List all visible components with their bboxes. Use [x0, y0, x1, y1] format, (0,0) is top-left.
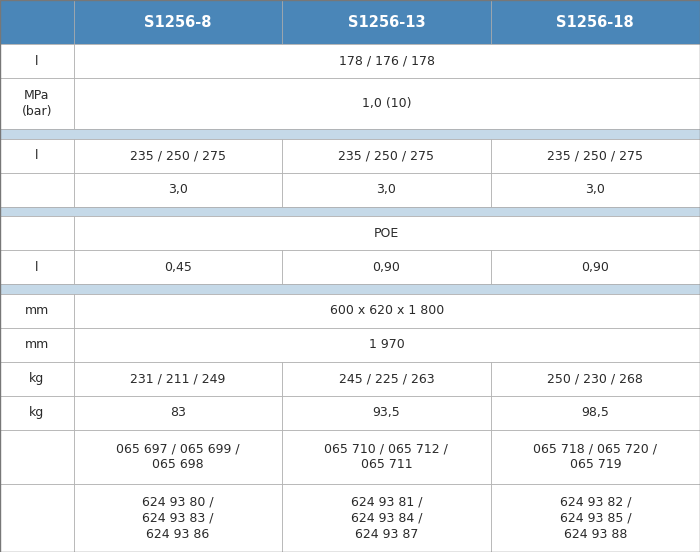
Text: POE: POE — [374, 227, 400, 240]
Text: 624 93 80 /
624 93 83 /
624 93 86: 624 93 80 / 624 93 83 / 624 93 86 — [142, 496, 214, 540]
Bar — [491, 484, 700, 552]
Bar — [0, 250, 74, 284]
Bar — [74, 362, 282, 396]
Bar — [0, 362, 74, 396]
Bar — [0, 328, 74, 362]
Bar — [74, 139, 282, 173]
Text: 1,0 (10): 1,0 (10) — [362, 97, 412, 110]
Text: S1256-8: S1256-8 — [144, 14, 211, 30]
Bar — [0, 396, 74, 429]
Text: kg: kg — [29, 406, 44, 419]
Bar — [0, 78, 74, 129]
Bar — [282, 396, 491, 429]
Bar — [491, 396, 700, 429]
Text: 0,45: 0,45 — [164, 261, 192, 274]
Bar — [74, 429, 282, 484]
Text: 98,5: 98,5 — [582, 406, 609, 419]
Text: MPa
(bar): MPa (bar) — [22, 89, 52, 118]
Bar — [74, 328, 700, 362]
Bar — [74, 78, 700, 129]
Text: 3,0: 3,0 — [377, 183, 396, 196]
Text: kg: kg — [29, 372, 44, 385]
Text: l: l — [35, 149, 38, 162]
Bar — [74, 216, 700, 250]
Bar — [0, 284, 700, 294]
Text: 83: 83 — [170, 406, 186, 419]
Bar — [282, 173, 491, 206]
Text: 624 93 82 /
624 93 85 /
624 93 88: 624 93 82 / 624 93 85 / 624 93 88 — [559, 496, 631, 540]
Bar — [0, 44, 74, 78]
Text: 0,90: 0,90 — [582, 261, 609, 274]
Text: 235 / 250 / 275: 235 / 250 / 275 — [338, 149, 435, 162]
Text: 3,0: 3,0 — [585, 183, 606, 196]
Bar — [0, 216, 74, 250]
Bar — [0, 139, 74, 173]
Bar — [0, 484, 74, 552]
Bar — [491, 362, 700, 396]
Bar — [282, 484, 491, 552]
Text: mm: mm — [25, 338, 49, 351]
Bar — [0, 173, 74, 206]
Text: l: l — [35, 261, 38, 274]
Bar — [491, 139, 700, 173]
Text: 245 / 225 / 263: 245 / 225 / 263 — [339, 372, 434, 385]
Text: 1 970: 1 970 — [369, 338, 405, 351]
Bar — [74, 0, 282, 44]
Bar — [0, 129, 700, 139]
Bar — [0, 0, 74, 44]
Bar — [491, 429, 700, 484]
Bar — [74, 44, 700, 78]
Text: 250 / 230 / 268: 250 / 230 / 268 — [547, 372, 643, 385]
Text: 235 / 250 / 275: 235 / 250 / 275 — [130, 149, 226, 162]
Text: 235 / 250 / 275: 235 / 250 / 275 — [547, 149, 643, 162]
Text: 178 / 176 / 178: 178 / 176 / 178 — [339, 55, 435, 68]
Text: l: l — [35, 55, 38, 68]
Bar — [74, 396, 282, 429]
Bar — [0, 294, 74, 328]
Text: 065 718 / 065 720 /
065 719: 065 718 / 065 720 / 065 719 — [533, 442, 657, 471]
Text: 065 697 / 065 699 /
065 698: 065 697 / 065 699 / 065 698 — [116, 442, 239, 471]
Text: mm: mm — [25, 304, 49, 317]
Text: 93,5: 93,5 — [372, 406, 400, 419]
Text: S1256-13: S1256-13 — [348, 14, 425, 30]
Bar — [74, 173, 282, 206]
Bar — [491, 250, 700, 284]
Text: 600 x 620 x 1 800: 600 x 620 x 1 800 — [330, 304, 444, 317]
Bar — [491, 173, 700, 206]
Text: 3,0: 3,0 — [168, 183, 188, 196]
Text: 624 93 81 /
624 93 84 /
624 93 87: 624 93 81 / 624 93 84 / 624 93 87 — [351, 496, 422, 540]
Bar — [74, 484, 282, 552]
Bar — [282, 0, 491, 44]
Bar — [0, 206, 700, 216]
Text: S1256-18: S1256-18 — [556, 14, 634, 30]
Bar — [282, 362, 491, 396]
Text: 065 710 / 065 712 /
065 711: 065 710 / 065 712 / 065 711 — [325, 442, 448, 471]
Bar — [74, 250, 282, 284]
Text: 0,90: 0,90 — [372, 261, 400, 274]
Bar — [491, 0, 700, 44]
Text: 231 / 211 / 249: 231 / 211 / 249 — [130, 372, 225, 385]
Bar — [282, 139, 491, 173]
Bar — [74, 294, 700, 328]
Bar — [282, 429, 491, 484]
Bar — [282, 250, 491, 284]
Bar — [0, 429, 74, 484]
